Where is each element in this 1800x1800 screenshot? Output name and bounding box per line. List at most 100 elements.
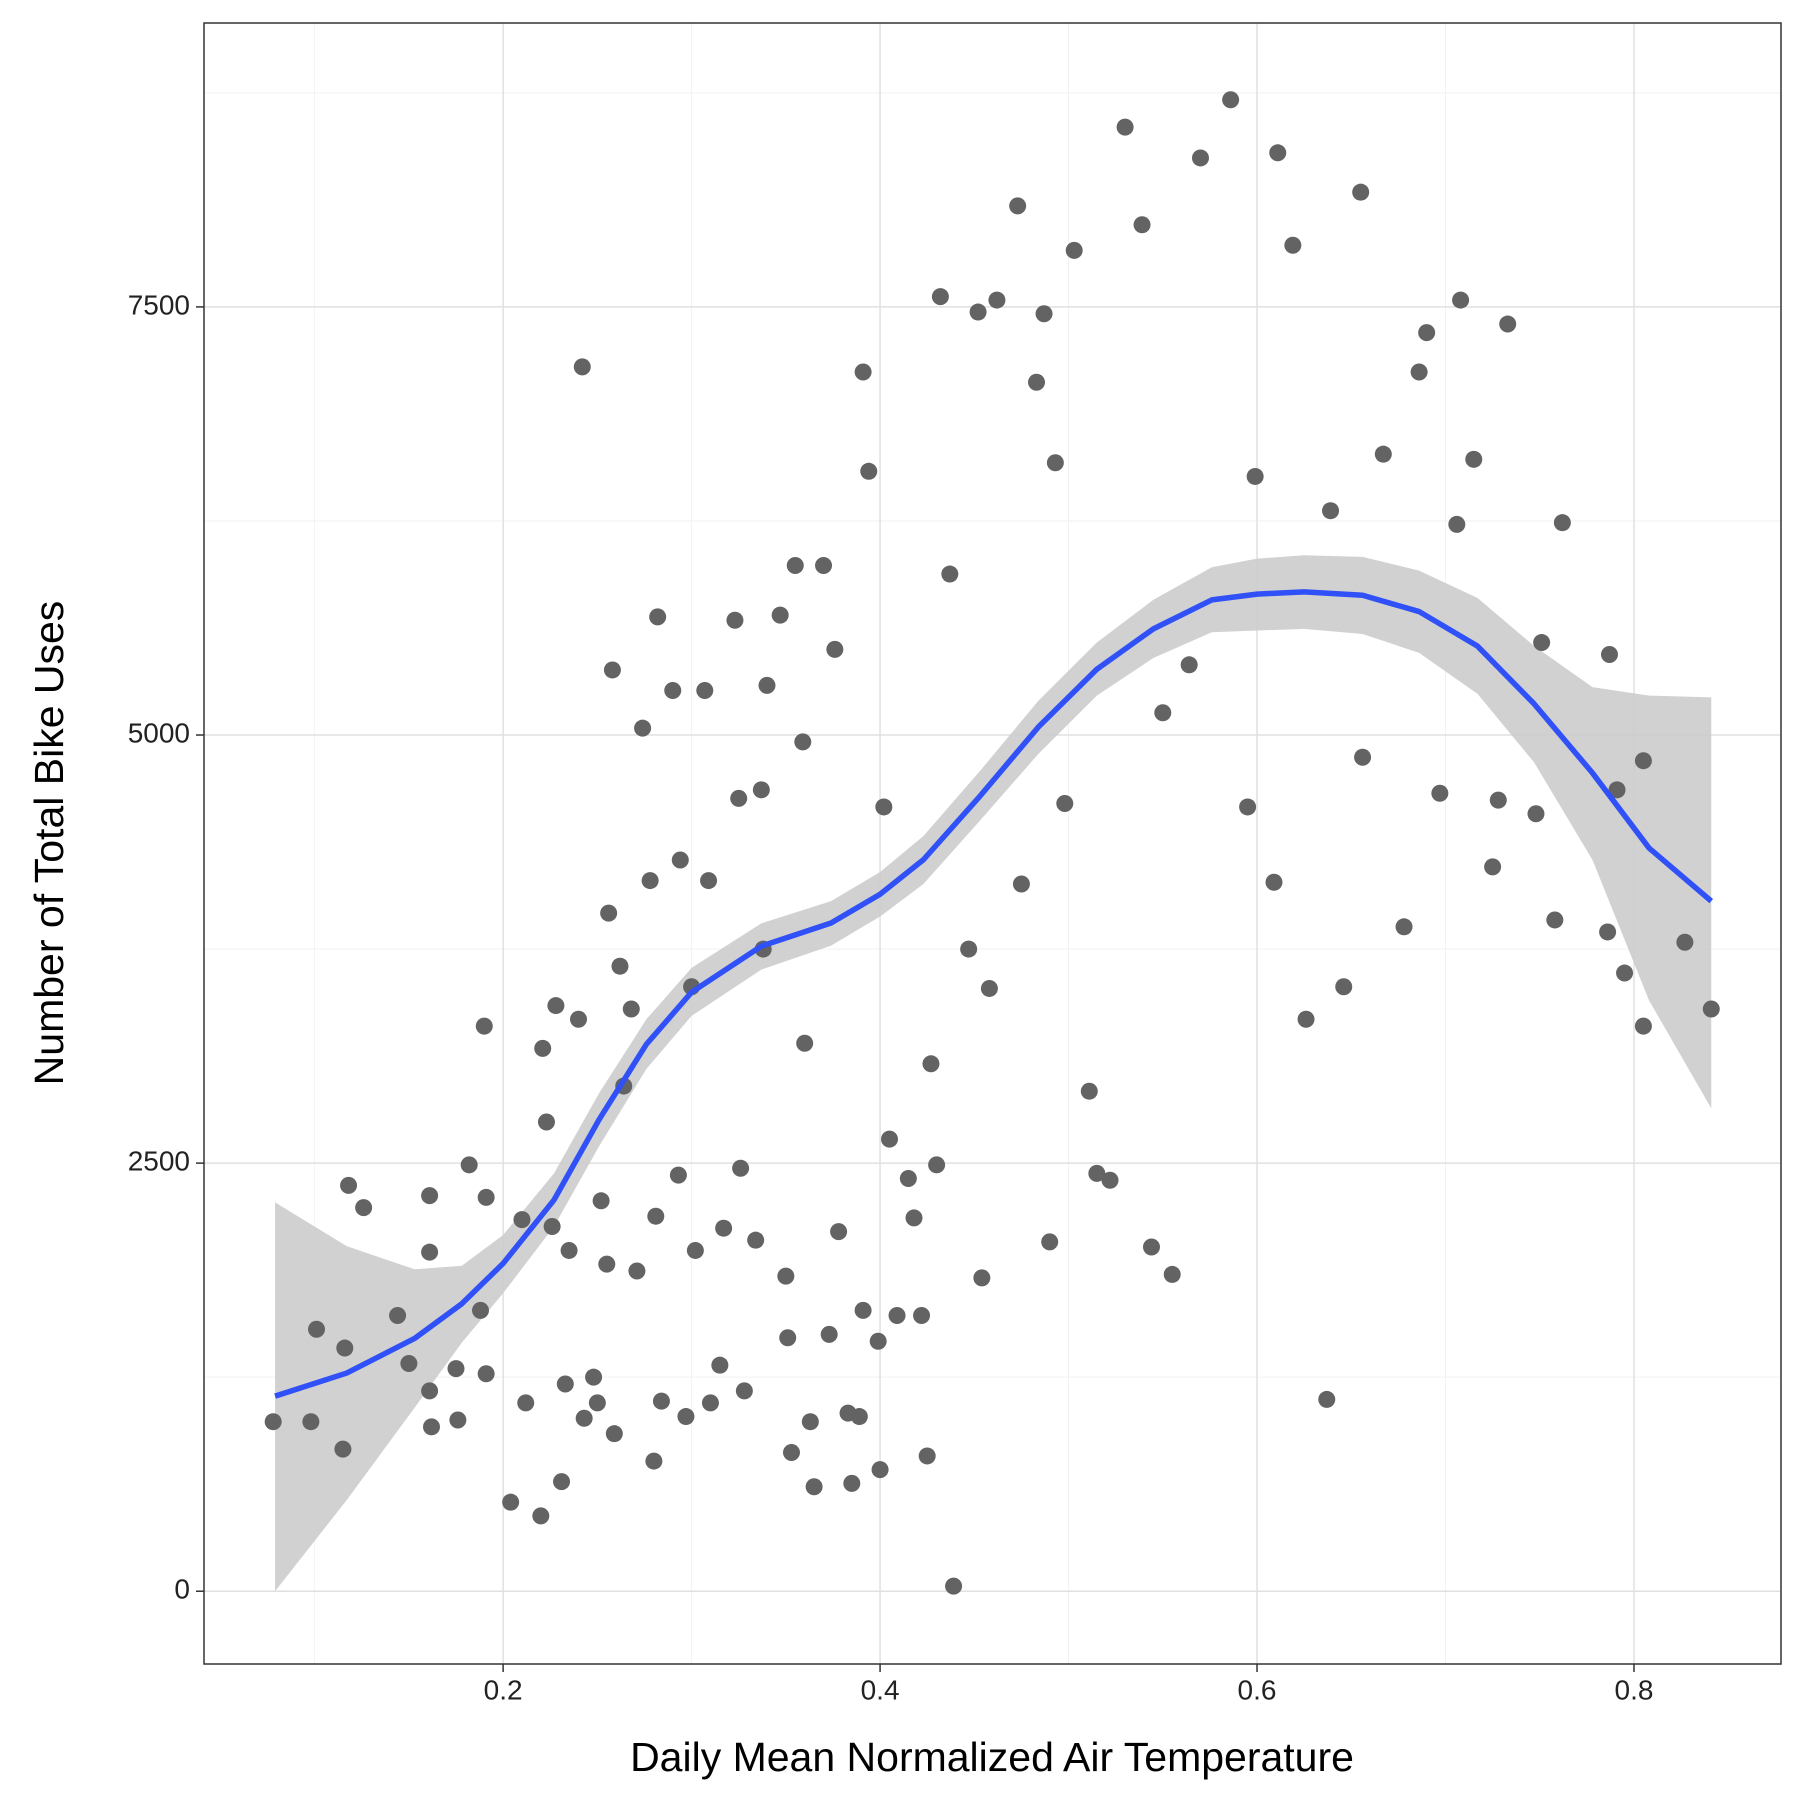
point [553, 1473, 571, 1491]
point [794, 733, 812, 751]
point [1265, 873, 1283, 891]
point [1395, 918, 1413, 936]
point [732, 1159, 750, 1177]
point [677, 1408, 695, 1426]
point [726, 611, 744, 629]
x-tick-label: 0.2 [484, 1674, 523, 1705]
point [871, 1461, 889, 1479]
point [1418, 324, 1436, 342]
point [805, 1478, 823, 1496]
point [647, 1207, 665, 1225]
point [1041, 1233, 1059, 1251]
point [1284, 236, 1302, 254]
point [1088, 1164, 1106, 1182]
point [1448, 515, 1466, 533]
point [1246, 467, 1264, 485]
point [513, 1211, 531, 1229]
point [869, 1332, 887, 1350]
point [1101, 1171, 1119, 1189]
point [1297, 1010, 1315, 1028]
point [1163, 1265, 1181, 1283]
point [945, 1577, 963, 1595]
point [854, 363, 872, 381]
point [960, 940, 978, 958]
point [1028, 373, 1046, 391]
point [700, 872, 718, 890]
point [1702, 1000, 1720, 1018]
point [1489, 791, 1507, 809]
point [570, 1010, 588, 1028]
point [1410, 363, 1428, 381]
point [913, 1307, 931, 1325]
point [264, 1413, 282, 1431]
point [1065, 241, 1083, 259]
point [592, 1192, 610, 1210]
point [969, 303, 987, 321]
confidence-band [275, 555, 1712, 1592]
point [1335, 978, 1353, 996]
point [575, 1409, 593, 1427]
point [826, 640, 844, 658]
point [931, 288, 949, 306]
point [711, 1356, 729, 1374]
point [477, 1188, 495, 1206]
point [1599, 923, 1617, 941]
point [715, 1219, 733, 1237]
point [801, 1413, 819, 1431]
point [560, 1241, 578, 1259]
point [645, 1452, 663, 1470]
point [1374, 445, 1392, 463]
y-tick-label: 0 [174, 1574, 190, 1605]
y-tick-label: 2500 [128, 1146, 190, 1177]
point [1009, 197, 1027, 215]
point [1318, 1390, 1336, 1408]
point [1553, 514, 1571, 532]
point [1600, 646, 1618, 664]
point [502, 1493, 520, 1511]
point [941, 565, 959, 583]
point [686, 1241, 704, 1259]
y-tick-label: 7500 [128, 289, 190, 320]
point [302, 1413, 320, 1431]
point [1634, 752, 1652, 770]
point [860, 462, 878, 480]
point [471, 1301, 489, 1319]
point [1322, 502, 1340, 520]
point [421, 1382, 439, 1400]
point [1046, 454, 1064, 472]
point [777, 1267, 795, 1285]
point [532, 1507, 550, 1525]
point [340, 1176, 358, 1194]
point [652, 1392, 670, 1410]
point [400, 1354, 418, 1372]
point [899, 1170, 917, 1188]
point [1239, 798, 1257, 816]
point [421, 1243, 439, 1261]
point [1080, 1082, 1098, 1100]
point [854, 1301, 872, 1319]
point [820, 1325, 838, 1343]
point [815, 556, 833, 574]
y-axis-title: Number of Total Bike Uses [26, 601, 72, 1086]
point [747, 1231, 765, 1249]
point [905, 1209, 923, 1227]
point [421, 1187, 439, 1205]
point [1142, 1238, 1160, 1256]
point [1499, 315, 1517, 333]
point [875, 798, 893, 816]
point [671, 851, 689, 869]
point [447, 1360, 465, 1378]
point [1354, 748, 1372, 766]
point [980, 979, 998, 997]
point [928, 1156, 946, 1174]
point [664, 681, 682, 699]
point [534, 1039, 552, 1057]
point [730, 789, 748, 807]
point [543, 1217, 561, 1235]
point [355, 1199, 373, 1217]
point [598, 1255, 616, 1273]
point [449, 1411, 467, 1429]
x-tick-label: 0.4 [861, 1674, 900, 1705]
point [1180, 656, 1198, 674]
